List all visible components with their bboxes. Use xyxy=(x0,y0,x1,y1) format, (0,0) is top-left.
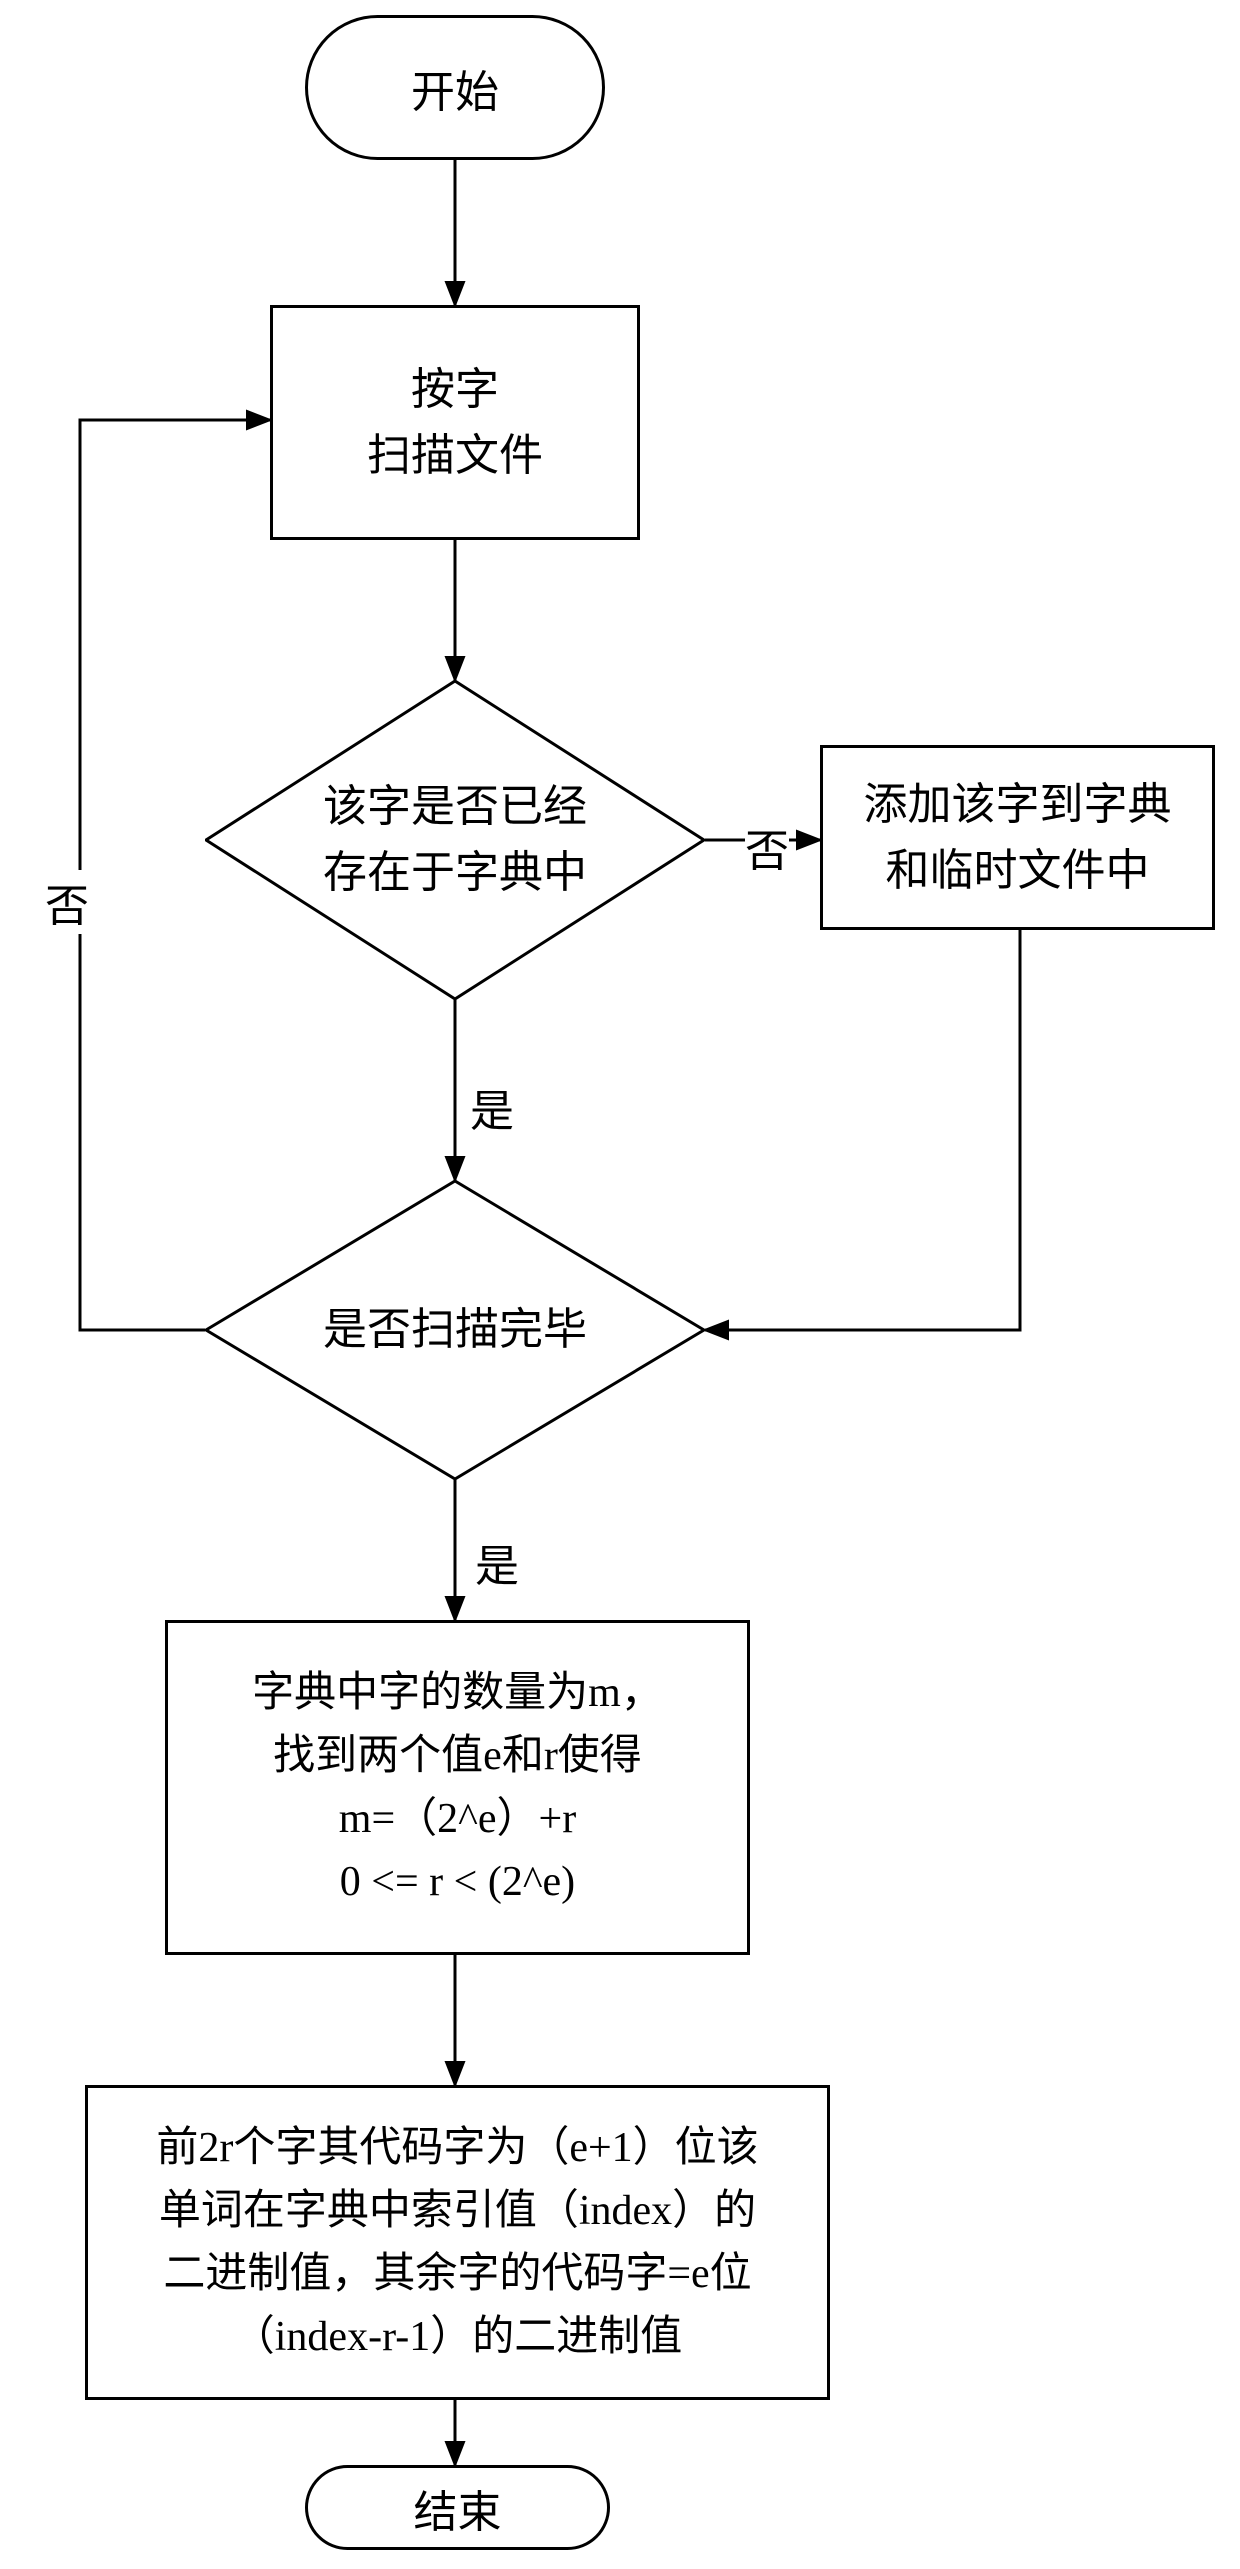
node-calc-label: 字典中字的数量为m， 找到两个值e和r使得 m=（2^e）+r 0 <= r <… xyxy=(252,1662,663,1914)
edge-label-indict-scandone: 是 xyxy=(470,1075,514,1139)
node-code-label: 前2r个字其代码字为（e+1）位该 单词在字典中索引值（index）的 二进制值… xyxy=(156,2117,758,2369)
flowchart-canvas: 开始按字 扫描文件该字是否已经 存在于字典中 添加该字到字典 和临时文件中是否扫描… xyxy=(0,0,1240,2569)
node-start: 开始 xyxy=(305,15,605,160)
node-code: 前2r个字其代码字为（e+1）位该 单词在字典中索引值（index）的 二进制值… xyxy=(85,2085,830,2400)
node-calc: 字典中字的数量为m， 找到两个值e和r使得 m=（2^e）+r 0 <= r <… xyxy=(165,1620,750,1955)
node-start-label: 开始 xyxy=(411,56,499,120)
node-end-label: 结束 xyxy=(414,2476,502,2540)
node-addtmp: 添加该字到字典 和临时文件中 xyxy=(820,745,1215,930)
node-scandone: 是否扫描完毕 xyxy=(205,1180,705,1480)
node-scandone-label: 是否扫描完毕 xyxy=(323,1297,587,1363)
edge-label-indict-addtmp: 否 xyxy=(745,815,789,879)
edge-label-scandone-calc: 是 xyxy=(475,1530,519,1594)
node-addtmp-label: 添加该字到字典 和临时文件中 xyxy=(864,772,1172,904)
node-end: 结束 xyxy=(305,2465,610,2550)
node-indict-label: 该字是否已经 存在于字典中 xyxy=(323,774,587,906)
edge-label-scandone-scan: 否 xyxy=(45,870,89,934)
edge-addtmp-scandone xyxy=(705,930,1020,1330)
node-indict: 该字是否已经 存在于字典中 xyxy=(205,680,705,1000)
node-scan-label: 按字 扫描文件 xyxy=(367,357,543,489)
node-scan: 按字 扫描文件 xyxy=(270,305,640,540)
